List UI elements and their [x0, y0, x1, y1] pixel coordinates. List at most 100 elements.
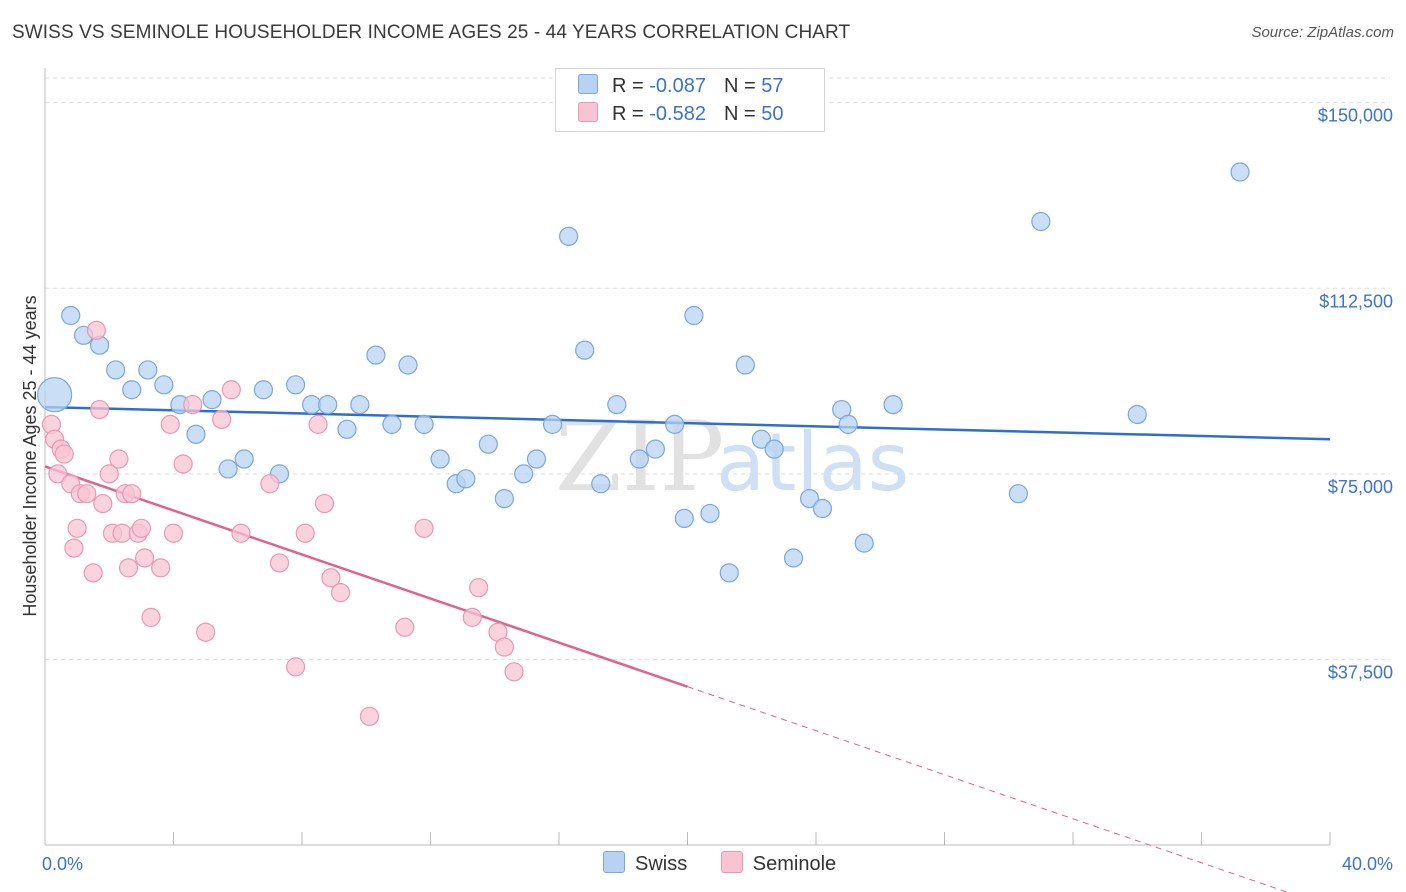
legend-r-label: R =: [612, 103, 650, 125]
swiss-point: [542, 414, 563, 434]
swiss-point: [1230, 162, 1250, 182]
swiss-point: [1127, 404, 1147, 425]
swiss-point: [202, 390, 222, 410]
seminole-point: [134, 548, 155, 568]
seminole-point: [494, 637, 514, 657]
seminole-point: [77, 484, 97, 504]
seminole-point: [141, 607, 161, 627]
swiss-point: [186, 424, 206, 444]
source-label: Source: ZipAtlas.com: [1251, 24, 1394, 41]
seminole-point: [48, 464, 68, 484]
swiss-point: [366, 345, 386, 365]
seminole-point: [131, 518, 151, 538]
swiss-point: [302, 394, 322, 415]
swiss-swatch: [578, 74, 598, 94]
swiss-point: [1031, 211, 1051, 232]
swiss-trendline: [44, 405, 1331, 441]
legend-row-seminole: R = -0.582 N = 50: [578, 102, 783, 128]
seminole-point: [504, 662, 524, 682]
swiss-point: [684, 305, 704, 326]
seminole-point: [118, 558, 139, 578]
seminole-point: [260, 474, 280, 494]
x-tick-label: 0.0%: [42, 854, 83, 874]
seminole-point: [196, 622, 216, 642]
seminole-point: [183, 394, 203, 415]
swiss-point: [337, 419, 357, 439]
seminole-legend-label: Seminole: [752, 853, 837, 875]
trendlines: [44, 405, 1331, 892]
y-tick-label: $75,000: [1328, 477, 1393, 497]
swiss-point: [456, 469, 476, 489]
seminole-point: [359, 706, 380, 726]
axes: [44, 68, 1331, 846]
seminole-point: [269, 553, 290, 573]
seminole-point: [83, 563, 103, 583]
gridlines: [45, 77, 1390, 660]
seminole-point: [321, 568, 341, 588]
seminole-trendline: [44, 465, 688, 688]
swiss-point: [382, 414, 402, 434]
seminole-point: [99, 464, 119, 484]
y-tick-label: $112,500: [1319, 291, 1393, 311]
swiss-point: [154, 375, 174, 395]
legend-row-swiss: R = -0.087 N = 57: [578, 74, 783, 100]
swiss-point: [234, 449, 254, 469]
legend: R = -0.087 N = 57 R = -0.582 N = 50: [555, 68, 825, 132]
swiss-point: [751, 429, 771, 449]
swiss-point: [559, 226, 579, 246]
seminole-swatch: [578, 102, 598, 122]
legend-n-label: N =: [723, 103, 762, 125]
seminole-point: [295, 523, 315, 543]
swiss-point: [37, 377, 73, 413]
swiss-point: [607, 394, 627, 415]
swiss-point: [350, 394, 370, 415]
swiss-point: [645, 439, 665, 459]
seminole-point: [151, 558, 171, 578]
bottom-legend-swiss[interactable]: Swiss: [603, 851, 687, 876]
seminole-point: [122, 484, 142, 504]
y-axis-label: Householder Income Ages 25 - 44 years: [20, 295, 40, 616]
y-tick-label: $37,500: [1328, 662, 1393, 682]
swiss-point: [526, 449, 547, 469]
seminole-point: [395, 617, 415, 637]
seminole-point: [221, 380, 241, 400]
swiss-point: [674, 508, 694, 529]
bottom-legend: Swiss Seminole: [603, 851, 864, 876]
seminole-point: [314, 493, 335, 514]
swiss-point: [1008, 484, 1028, 504]
seminole-r-value: -0.582: [649, 103, 706, 125]
seminole-point: [330, 583, 351, 603]
swiss-point: [629, 449, 649, 469]
swiss-point: [61, 305, 81, 326]
bottom-legend-seminole[interactable]: Seminole: [720, 851, 837, 876]
swiss-point: [122, 380, 142, 400]
seminole-point: [109, 449, 129, 469]
seminole-point: [308, 414, 328, 434]
swiss-n-value: 57: [761, 75, 784, 97]
swiss-point: [430, 449, 450, 469]
legend-n-label: N =: [723, 75, 762, 97]
seminole-point: [54, 444, 74, 464]
data-points: [37, 162, 1250, 726]
swiss-point: [665, 414, 685, 434]
seminole-swatch: [720, 851, 743, 873]
seminole-point: [173, 454, 193, 474]
swiss-point: [591, 474, 611, 494]
seminole-point: [86, 320, 107, 340]
y-tick-labels: $37,500 $75,000 $112,500 $150,000: [1318, 106, 1393, 683]
x-tick-label: 40.0%: [1342, 854, 1393, 874]
seminole-point: [462, 607, 482, 627]
swiss-point: [854, 533, 874, 553]
swiss-point: [318, 394, 338, 415]
seminole-n-value: 50: [761, 103, 784, 125]
seminole-point: [163, 523, 184, 543]
swiss-legend-label: Swiss: [635, 853, 688, 875]
seminole-point: [90, 399, 110, 420]
swiss-point: [575, 340, 595, 360]
seminole-point: [93, 493, 113, 514]
swiss-point: [783, 548, 804, 568]
seminole-point: [469, 578, 489, 598]
seminole-point: [64, 538, 84, 558]
swiss-point: [700, 503, 720, 524]
